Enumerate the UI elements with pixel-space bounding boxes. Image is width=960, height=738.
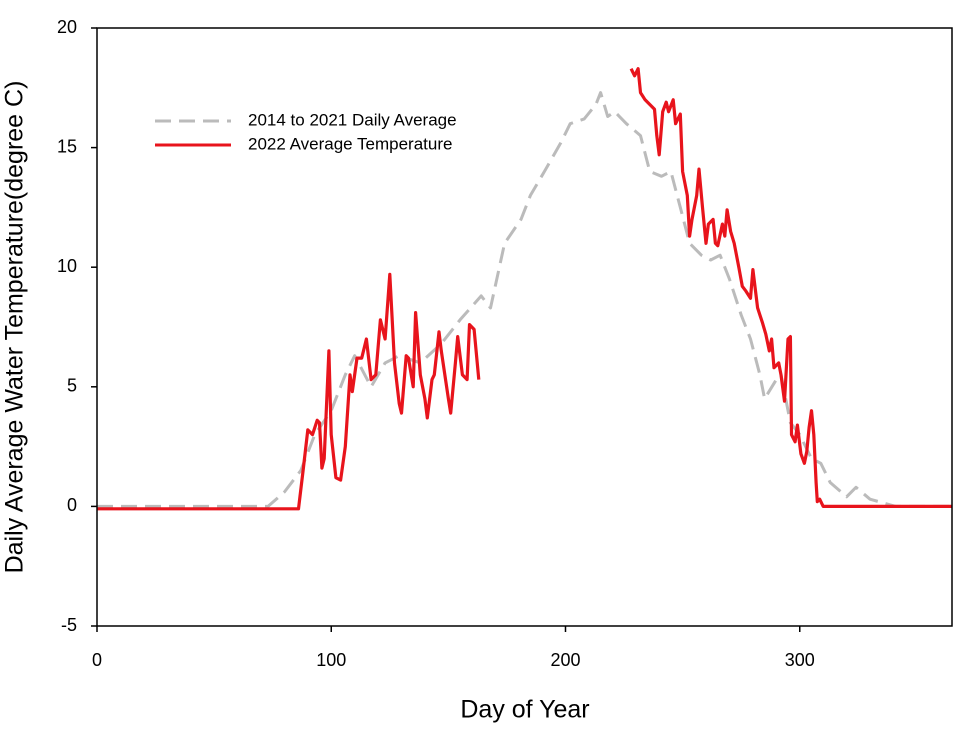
x-tick-label: 200 xyxy=(550,650,580,670)
legend-label: 2022 Average Temperature xyxy=(248,134,452,153)
data-line xyxy=(97,91,952,508)
y-axis-title: Daily Average Water Temperature(degree C… xyxy=(1,81,29,574)
y-tick-label: 15 xyxy=(57,136,77,156)
plot-frame xyxy=(96,27,953,627)
x-axis-title: Day of Year xyxy=(460,696,589,724)
data-line xyxy=(97,67,952,511)
y-tick-label: 20 xyxy=(57,17,77,37)
y-tick-label: 10 xyxy=(57,256,77,276)
x-tick-label: 300 xyxy=(785,650,815,670)
y-tick-label: -5 xyxy=(61,615,77,635)
y-tick-label: 0 xyxy=(67,495,77,515)
y-tick-label: 5 xyxy=(67,376,77,396)
x-tick-label: 0 xyxy=(92,650,102,670)
x-tick-label: 100 xyxy=(316,650,346,670)
legend-label: 2014 to 2021 Daily Average xyxy=(248,110,457,129)
